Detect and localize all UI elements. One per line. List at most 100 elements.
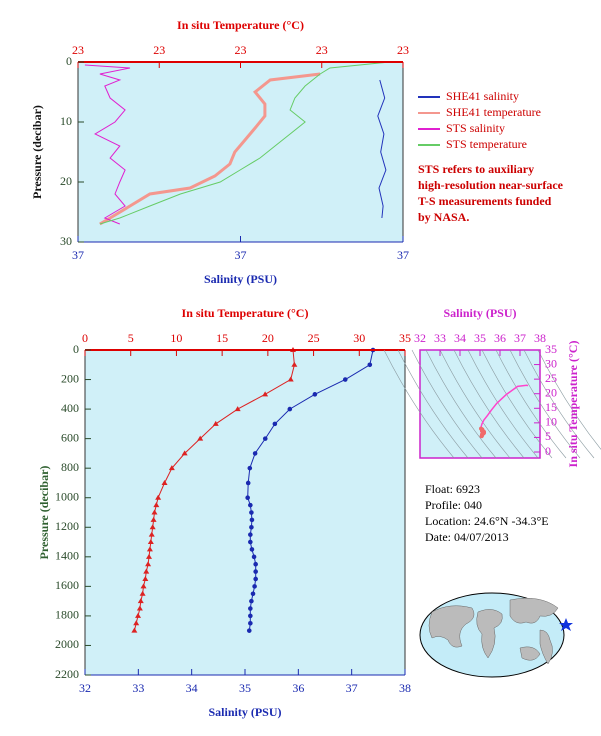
yticks-label: 0	[545, 444, 551, 458]
density-contour	[523, 349, 595, 459]
note: T-S measurements funded	[418, 194, 552, 208]
marker	[234, 406, 241, 412]
marker	[262, 436, 268, 441]
x-axis-label: Salinity (PSU)	[208, 705, 281, 719]
marker	[148, 531, 155, 537]
float-location	[559, 618, 573, 631]
marker	[249, 524, 254, 530]
yticks-label: 15	[545, 400, 557, 414]
marker	[142, 575, 149, 581]
marker	[155, 494, 162, 500]
x2ticks-label: 20	[262, 331, 274, 345]
density-contour	[411, 349, 483, 459]
marker	[252, 584, 257, 589]
yticks-label: 20	[60, 174, 72, 188]
density-contour	[509, 349, 581, 459]
xticks-label: 37	[514, 331, 526, 345]
marker	[272, 421, 278, 427]
marker	[253, 561, 258, 567]
marker	[253, 569, 258, 574]
land	[519, 646, 541, 661]
marker	[161, 479, 168, 485]
marker	[143, 568, 150, 574]
xticks-label: 37	[346, 681, 358, 695]
xticks-label: 38	[534, 331, 546, 345]
marker	[245, 480, 251, 486]
yticks-label: 30	[545, 356, 557, 370]
density-contour	[383, 349, 455, 459]
marker	[248, 613, 253, 619]
land	[539, 629, 553, 665]
y-axis-label: Pressure (decibar)	[30, 105, 44, 199]
xticks-label: 33	[434, 331, 446, 345]
float-info: Location: 24.6°N -34.3°E	[425, 514, 549, 528]
marker	[153, 502, 160, 508]
ts-marker	[479, 434, 484, 439]
plot-area	[78, 62, 403, 242]
yticks-label: 400	[61, 401, 79, 415]
marker	[367, 362, 373, 368]
density-contour	[453, 349, 525, 459]
xticks-label: 34	[454, 331, 466, 345]
marker	[133, 620, 140, 626]
yticks-label: 1400	[55, 549, 79, 563]
profile-line	[377, 79, 387, 219]
marker	[168, 465, 175, 471]
marker	[145, 561, 152, 567]
marker	[312, 392, 318, 397]
marker	[197, 435, 204, 441]
x2ticks-label: 30	[353, 331, 365, 345]
x2ticks-label: 0	[82, 331, 88, 345]
marker	[262, 391, 269, 397]
note: high-resolution near-surface	[418, 178, 564, 192]
yticks-label: 10	[60, 114, 72, 128]
xticks-label: 35	[239, 681, 251, 695]
marker	[131, 627, 138, 633]
yticks-label: 0	[66, 54, 72, 68]
y-axis-label: In situ Temperature (°C)	[566, 341, 580, 468]
plot-area	[85, 350, 405, 675]
xticks-label: 37	[397, 248, 409, 262]
float-info: Date: 04/07/2013	[425, 530, 509, 544]
x2ticks-label: 23	[72, 43, 84, 57]
marker	[150, 516, 157, 522]
xticks-label: 36	[292, 681, 304, 695]
xticks-label: 32	[414, 331, 426, 345]
marker	[250, 591, 256, 597]
land	[428, 605, 475, 648]
marker	[253, 576, 258, 582]
marker	[248, 606, 253, 611]
marker	[137, 598, 144, 604]
xticks-label: 36	[494, 331, 506, 345]
yticks-label: 30	[60, 234, 72, 248]
marker	[139, 590, 146, 596]
land	[509, 598, 559, 624]
marker	[149, 524, 156, 530]
note: by NASA.	[418, 210, 469, 224]
yticks-label: 1000	[55, 489, 79, 503]
marker	[251, 554, 257, 560]
x2ticks-label: 23	[316, 43, 328, 57]
marker	[246, 628, 252, 633]
marker	[287, 376, 294, 382]
marker	[342, 377, 348, 382]
x2-axis-label: In situ Temperature (°C)	[177, 18, 304, 32]
marker	[249, 517, 255, 523]
x2ticks-label: 23	[397, 43, 409, 57]
marker	[248, 502, 253, 508]
marker	[248, 620, 253, 626]
marker	[291, 361, 298, 367]
density-contour	[397, 349, 469, 459]
x2ticks-label: 15	[216, 331, 228, 345]
yticks-label: 1200	[55, 519, 79, 533]
xticks-label: 32	[79, 681, 91, 695]
yticks-label: 25	[545, 371, 557, 385]
density-contour	[439, 349, 511, 459]
marker	[151, 509, 158, 515]
marker	[249, 510, 254, 515]
density-contour	[537, 349, 601, 450]
marker	[249, 547, 255, 552]
x2ticks-label: 5	[128, 331, 134, 345]
xticks-label: 38	[399, 681, 411, 695]
